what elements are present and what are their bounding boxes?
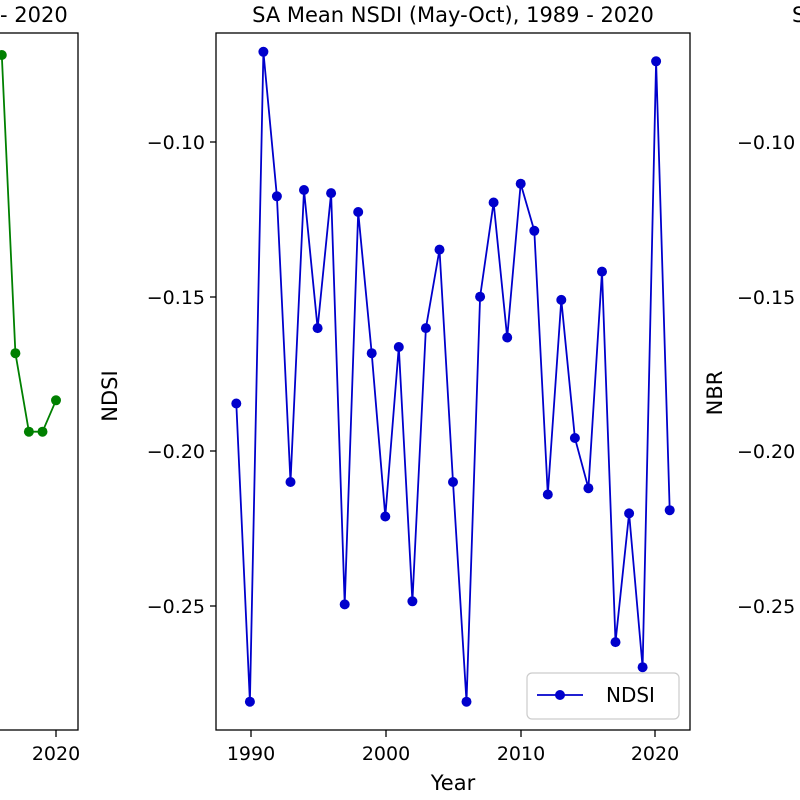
left-series-point — [23, 426, 34, 437]
left-series-point — [51, 395, 61, 406]
ndsi-series-line — [235, 51, 671, 702]
ndsi-y-tick-label-015: −0.15 — [147, 287, 205, 309]
legend-box — [526, 672, 680, 720]
ndsi-series-point — [244, 696, 255, 707]
ndsi-series-point — [610, 637, 621, 648]
left-plot-frame — [0, 32, 79, 731]
ndsi-legend: NDSI — [526, 672, 680, 720]
ndsi-series-point — [407, 596, 418, 607]
ndsi-series-point — [569, 433, 580, 443]
legend-marker-swatch — [555, 690, 565, 700]
ndsi-series-point — [583, 483, 594, 494]
ndsi-series-point — [664, 505, 675, 516]
nbr-y-tick-label-020: −0.20 — [737, 441, 795, 463]
left-chart: - 2020 2020 — [0, 3, 80, 765]
ndsi-series-point — [339, 599, 350, 610]
ndsi-x-tick-label-2010: 2010 — [497, 743, 545, 765]
left-series-line — [0, 54, 57, 433]
ndsi-series-point — [488, 197, 499, 208]
nbr-y-tick-label-010: −0.10 — [737, 132, 795, 154]
left-series-point — [37, 426, 48, 437]
left-x-tick-label-2020: 2020 — [32, 743, 80, 765]
ndsi-y-tick-label-025: −0.25 — [147, 596, 205, 618]
ndsi-series-point — [556, 294, 567, 305]
ndsi-x-tick-label-2020: 2020 — [631, 743, 679, 765]
legend-label: NDSI — [606, 683, 655, 707]
ndsi-series-point — [651, 56, 662, 67]
ndsi-series-point — [461, 696, 472, 707]
ndsi-series-point — [312, 323, 323, 334]
ndsi-series-point — [326, 188, 337, 199]
nbr-chart: S NBR −0.10 −0.15 −0.20 −0.25 — [703, 3, 800, 618]
ndsi-series-point — [637, 662, 648, 673]
ndsi-series-point — [366, 348, 377, 359]
ndsi-chart: SA Mean NSDI (May-Oct), 1989 - 2020 −0.1… — [98, 3, 691, 795]
nbr-y-axis-label: NBR — [703, 371, 727, 416]
ndsi-y-tick-label-020: −0.20 — [147, 441, 205, 463]
nbr-chart-title: S — [792, 3, 800, 27]
ndsi-series-point — [420, 323, 431, 334]
ndsi-series-point — [434, 244, 445, 255]
ndsi-y-tick-label-010: −0.10 — [147, 132, 205, 154]
left-series-point — [10, 348, 21, 359]
ndsi-series-point — [624, 508, 635, 519]
ndsi-series-point — [271, 191, 282, 202]
ndsi-x-tick-label-1990: 1990 — [227, 743, 275, 765]
ndsi-series-point — [393, 342, 404, 352]
left-series-layer — [0, 50, 61, 437]
ndsi-series-point — [529, 225, 540, 236]
left-series-point — [0, 50, 7, 60]
ndsi-series-point — [231, 398, 242, 409]
nbr-y-tick-label-025: −0.25 — [737, 596, 795, 618]
ndsi-series-point — [353, 207, 364, 217]
ndsi-series-point — [515, 178, 526, 189]
ndsi-chart-title: SA Mean NSDI (May-Oct), 1989 - 2020 — [252, 3, 654, 27]
ndsi-series-point — [448, 477, 458, 487]
ndsi-series-point — [285, 477, 296, 487]
nbr-y-tick-label-015: −0.15 — [737, 287, 795, 309]
left-chart-title: - 2020 — [0, 3, 68, 27]
ndsi-series-point — [475, 291, 486, 302]
ndsi-series-point — [380, 511, 391, 522]
ndsi-series-layer — [231, 46, 675, 707]
ndsi-series-point — [542, 489, 553, 500]
ndsi-series-point — [502, 332, 513, 343]
ndsi-series-point — [258, 46, 269, 57]
ndsi-plot-frame — [215, 32, 691, 731]
ndsi-x-axis-label: Year — [430, 771, 476, 795]
ndsi-series-point — [299, 185, 309, 195]
ndsi-x-tick-label-2000: 2000 — [362, 743, 410, 765]
ndsi-y-axis-label: NDSI — [98, 370, 122, 421]
ndsi-series-point — [597, 266, 607, 277]
